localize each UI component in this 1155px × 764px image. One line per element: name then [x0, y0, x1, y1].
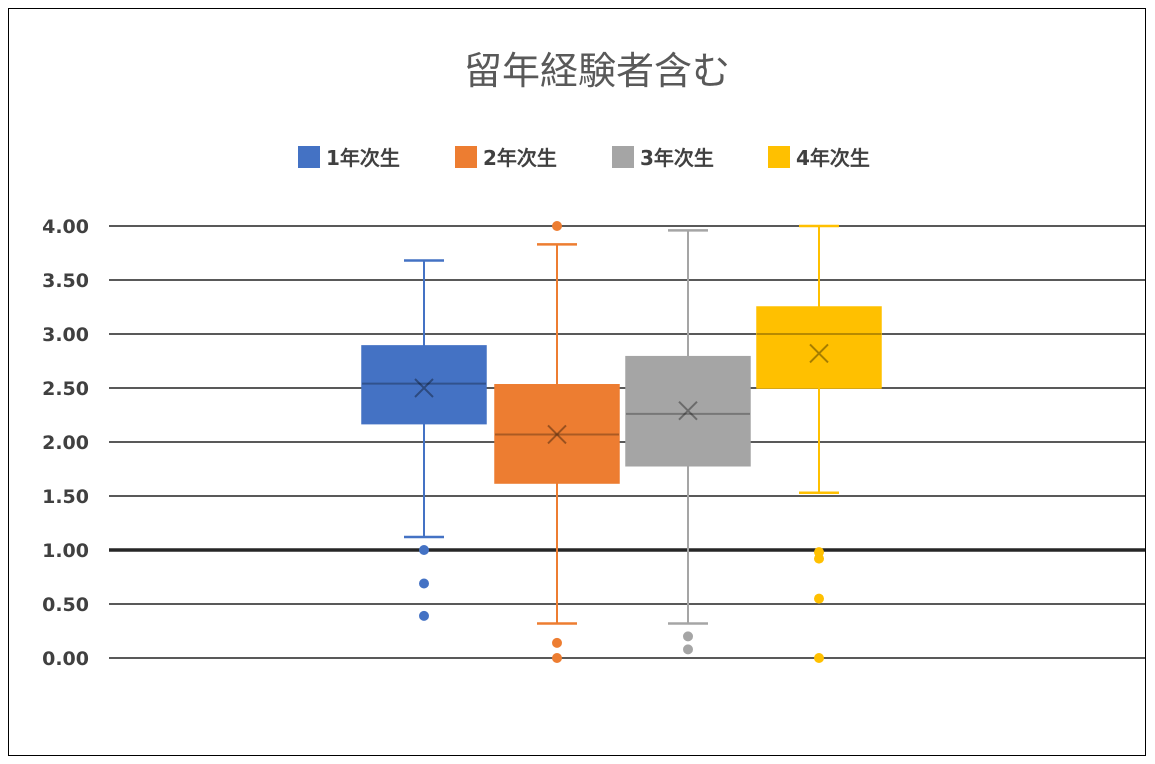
y-tick-label: 2.50: [42, 378, 89, 400]
legend-swatch: [298, 146, 320, 168]
y-tick-label: 1.50: [42, 486, 89, 508]
y-tick-label: 0.00: [42, 648, 89, 670]
legend-swatch: [768, 146, 790, 168]
legend: 1年次生 2年次生 3年次生 4年次生: [298, 146, 870, 170]
outlier-point: [814, 653, 824, 663]
legend-swatch: [455, 146, 477, 168]
outlier-point: [814, 553, 824, 564]
box-iqr: [361, 345, 487, 425]
chart-title: 留年経験者含む: [464, 49, 730, 93]
box-iqr: [625, 355, 751, 467]
box-plot-chart: 留年経験者含む 1年次生 2年次生 3年次生 4年次生 0.00 0.50 1.00 1.5…: [42, 49, 1145, 670]
outlier-point: [419, 610, 429, 621]
box-iqr: [494, 384, 620, 484]
mean-marker: [547, 424, 567, 445]
y-tick-label: 4.00: [42, 216, 89, 238]
legend-label: 1年次生: [326, 146, 400, 170]
outlier-point: [683, 631, 693, 642]
legend-swatch: [612, 146, 634, 168]
outlier-point: [814, 593, 824, 604]
y-tick-label: 2.00: [42, 432, 89, 454]
y-tick-label: 3.00: [42, 324, 89, 346]
outlier-point: [552, 653, 562, 663]
outlier-point: [419, 545, 429, 555]
mean-marker: [678, 400, 698, 421]
plot-area: [361, 221, 882, 663]
outlier-point: [552, 221, 562, 231]
box-series: [494, 221, 620, 663]
y-axis: 0.00 0.50 1.00 1.50 2.00 2.50 3.00 3.50 4.00: [42, 216, 89, 670]
y-tick-label: 3.50: [42, 270, 89, 292]
legend-label: 2年次生: [483, 146, 557, 170]
y-tick-label: 1.00: [42, 540, 89, 562]
mean-marker: [414, 378, 434, 398]
legend-label: 4年次生: [796, 146, 870, 170]
box-iqr: [756, 306, 882, 389]
outlier-point: [552, 637, 562, 648]
outlier-point: [419, 578, 429, 589]
legend-label: 3年次生: [640, 146, 714, 170]
chart-frame: 留年経験者含む 1年次生 2年次生 3年次生 4年次生 0.00 0.50 1.00 1.5…: [8, 8, 1146, 756]
y-tick-label: 0.50: [42, 594, 89, 616]
mean-marker: [809, 343, 829, 364]
box-series: [625, 229, 751, 655]
box-series: [361, 259, 487, 621]
box-series: [756, 224, 882, 663]
outlier-point: [683, 644, 693, 655]
